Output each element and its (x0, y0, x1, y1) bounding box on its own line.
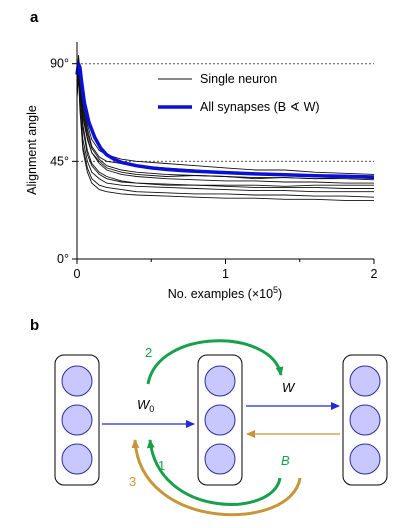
x-tick-label: 1 (222, 267, 229, 281)
x-ticks: 0 1 2 (74, 259, 378, 281)
x-axis-title-exponent: 5 (273, 285, 278, 295)
w0-label-sub: 0 (149, 404, 154, 414)
single-neuron-line-9 (76, 76, 374, 201)
y-tick-label: 45° (50, 154, 69, 168)
legend-label-single: Single neuron (200, 72, 277, 86)
step2-label: 2 (145, 345, 152, 360)
b-label: B (281, 453, 290, 468)
x-axis-title: No. examples (×105) (168, 285, 282, 301)
step1-label: 1 (158, 458, 165, 473)
y-tick-label: 90° (50, 57, 69, 71)
input-neuron-2 (61, 404, 93, 436)
single-neuron-line-7 (76, 65, 374, 187)
neurons (61, 365, 381, 475)
w-label: W (282, 380, 296, 395)
panel-label-b: b (30, 317, 39, 334)
output-neuron-1 (349, 365, 381, 397)
panel-label-a: a (30, 9, 39, 26)
network-diagram: W0 W B 2 1 3 (54, 339, 388, 517)
single-neuron-line-10 (76, 57, 375, 181)
x-axis-title-suffix: ) (278, 287, 282, 301)
legend: Single neuron All synapses (B ∢ W) (158, 72, 320, 114)
x-axis-title-prefix: No. examples (×10 (168, 287, 273, 301)
input-neuron-1 (61, 365, 93, 397)
legend-label-all: All synapses (B ∢ W) (200, 100, 320, 114)
output-neuron-3 (349, 443, 381, 475)
step1-arc (146, 439, 282, 506)
all-synapses-series-line (75, 61, 375, 179)
w0-label-text: W (137, 397, 151, 412)
input-neuron-3 (61, 443, 93, 475)
hidden-neuron-1 (204, 365, 236, 397)
x-tick-label: 0 (74, 267, 81, 281)
single-neuron-line-5 (76, 72, 374, 193)
w0-label: W0 (137, 397, 154, 414)
all-synapses-line (75, 61, 375, 179)
chart-area: 0 1 2 0° 45° 90° (50, 42, 378, 281)
reference-lines (77, 63, 374, 162)
y-ticks: 0° 45° 90° (50, 57, 77, 266)
x-tick-label: 2 (371, 267, 378, 281)
step3-label: 3 (129, 474, 136, 489)
step3-arc (131, 439, 302, 517)
step2-arc (146, 339, 284, 385)
y-axis-title: Alignment angle (25, 105, 39, 195)
y-tick-label: 0° (57, 252, 69, 266)
output-neuron-2 (349, 404, 381, 436)
hidden-neuron-2 (204, 404, 236, 436)
hidden-neuron-3 (204, 443, 236, 475)
